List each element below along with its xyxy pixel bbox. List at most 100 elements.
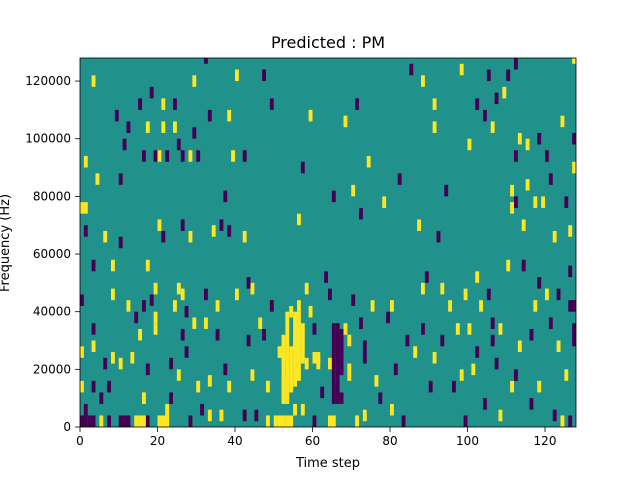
heatmap-cell [180,219,185,231]
heatmap-cell [486,69,491,82]
heatmap-cell [149,294,154,306]
heatmap-cell [138,415,150,427]
x-tick-label: 40 [227,434,242,448]
heatmap-cell [304,357,309,370]
heatmap-cell [413,346,418,358]
plot-frame [79,57,577,428]
heatmap-cell [207,109,212,122]
heatmap-cell [207,375,212,387]
heatmap-cell [107,415,111,427]
heatmap-cell [223,363,228,376]
heatmap-cell [517,340,522,353]
heatmap-cell [285,311,290,404]
y-axis: 0 20000 40000 60000 80000 100000 120000 [25,74,80,434]
heatmap-cell [428,380,433,393]
heatmap-cell [545,150,549,162]
heatmap-cell [235,288,239,301]
heatmap-cell [533,196,538,208]
heatmap-cell [297,300,301,312]
heatmap-cell [134,311,139,324]
heatmap-cell [362,409,367,422]
heatmap-cell [242,409,247,422]
heatmap-cell [196,150,201,162]
heatmap-cell [173,98,177,110]
heatmap-cell [153,282,158,295]
heatmap-cell [227,380,232,393]
heatmap-cell [548,317,553,329]
heatmap-cell [506,259,511,272]
x-tick-label: 100 [456,434,479,448]
heatmap-cell [161,98,166,110]
heatmap-cell [269,98,274,110]
heatmap-cell [494,92,499,105]
heatmap-cell [184,346,189,358]
heatmap-background [80,58,576,427]
heatmap-cell [126,300,131,312]
heatmap-cell [529,398,534,410]
heatmap-cell [293,403,297,416]
heatmap-cell [126,121,131,133]
heatmap-cell [471,363,476,376]
heatmap-cell [560,415,565,427]
heatmap-cells [80,58,576,427]
heatmap-cell [266,380,270,393]
heatmap-cell [99,415,104,427]
heatmap-cell [300,161,305,174]
heatmap-cell [169,392,173,404]
heatmap-cell [479,300,483,312]
heatmap-cell [204,58,208,64]
heatmap-cell [91,340,96,353]
heatmap-cell [246,277,251,289]
heatmap-cell [266,415,270,427]
heatmap-cell [572,161,576,174]
y-tick-label: 60000 [33,247,71,261]
heatmap-cell [153,311,158,324]
heatmap-cell [246,334,251,347]
heatmap-cell [95,173,100,185]
heatmap-cell [285,415,294,427]
heatmap-cell [448,300,452,312]
heatmap-cell [192,317,197,329]
heatmap-cell [347,363,352,381]
y-tick-label: 100000 [25,132,71,146]
heatmap-cell [459,63,464,76]
heatmap-cell [355,415,359,427]
heatmap-cell [390,300,394,312]
y-tick-label: 20000 [33,362,71,376]
heatmap-cell [401,415,406,427]
heatmap-cell [142,300,146,312]
heatmap-cell [157,415,170,427]
heatmap-cell [114,109,119,122]
heatmap-cell [308,109,313,122]
heatmap-cell [467,138,472,151]
heatmap-cell [521,259,526,272]
heatmap-cell [242,230,247,243]
heatmap-cell [568,300,576,312]
heatmap-cell [537,277,542,289]
heatmap-cell [118,173,123,185]
heatmap-cell [188,415,193,427]
y-tick-label: 40000 [33,305,71,319]
heatmap-cell [382,196,387,208]
heatmap-cell [281,334,286,404]
heatmap-cell [572,58,576,64]
heatmap-cell [490,121,495,133]
heatmap-cell [533,300,538,312]
heatmap-cell [254,409,259,422]
heatmap-cell [525,179,530,191]
heatmap-cell [312,352,321,364]
heatmap-cell [269,300,274,312]
heatmap-cell [196,380,201,393]
heatmap-cell [103,230,108,243]
heatmap-cell [312,323,317,335]
heatmap-cell [498,409,503,422]
heatmap-cell [514,150,518,162]
heatmap-cell [351,294,356,306]
heatmap-cell [343,115,348,128]
heatmap-cell [328,415,336,427]
heatmap-cell [297,213,301,226]
heatmap-cell [432,352,437,364]
heatmap-cell [421,75,425,87]
heatmap-cell [308,305,313,318]
heatmap-cell [161,230,166,243]
